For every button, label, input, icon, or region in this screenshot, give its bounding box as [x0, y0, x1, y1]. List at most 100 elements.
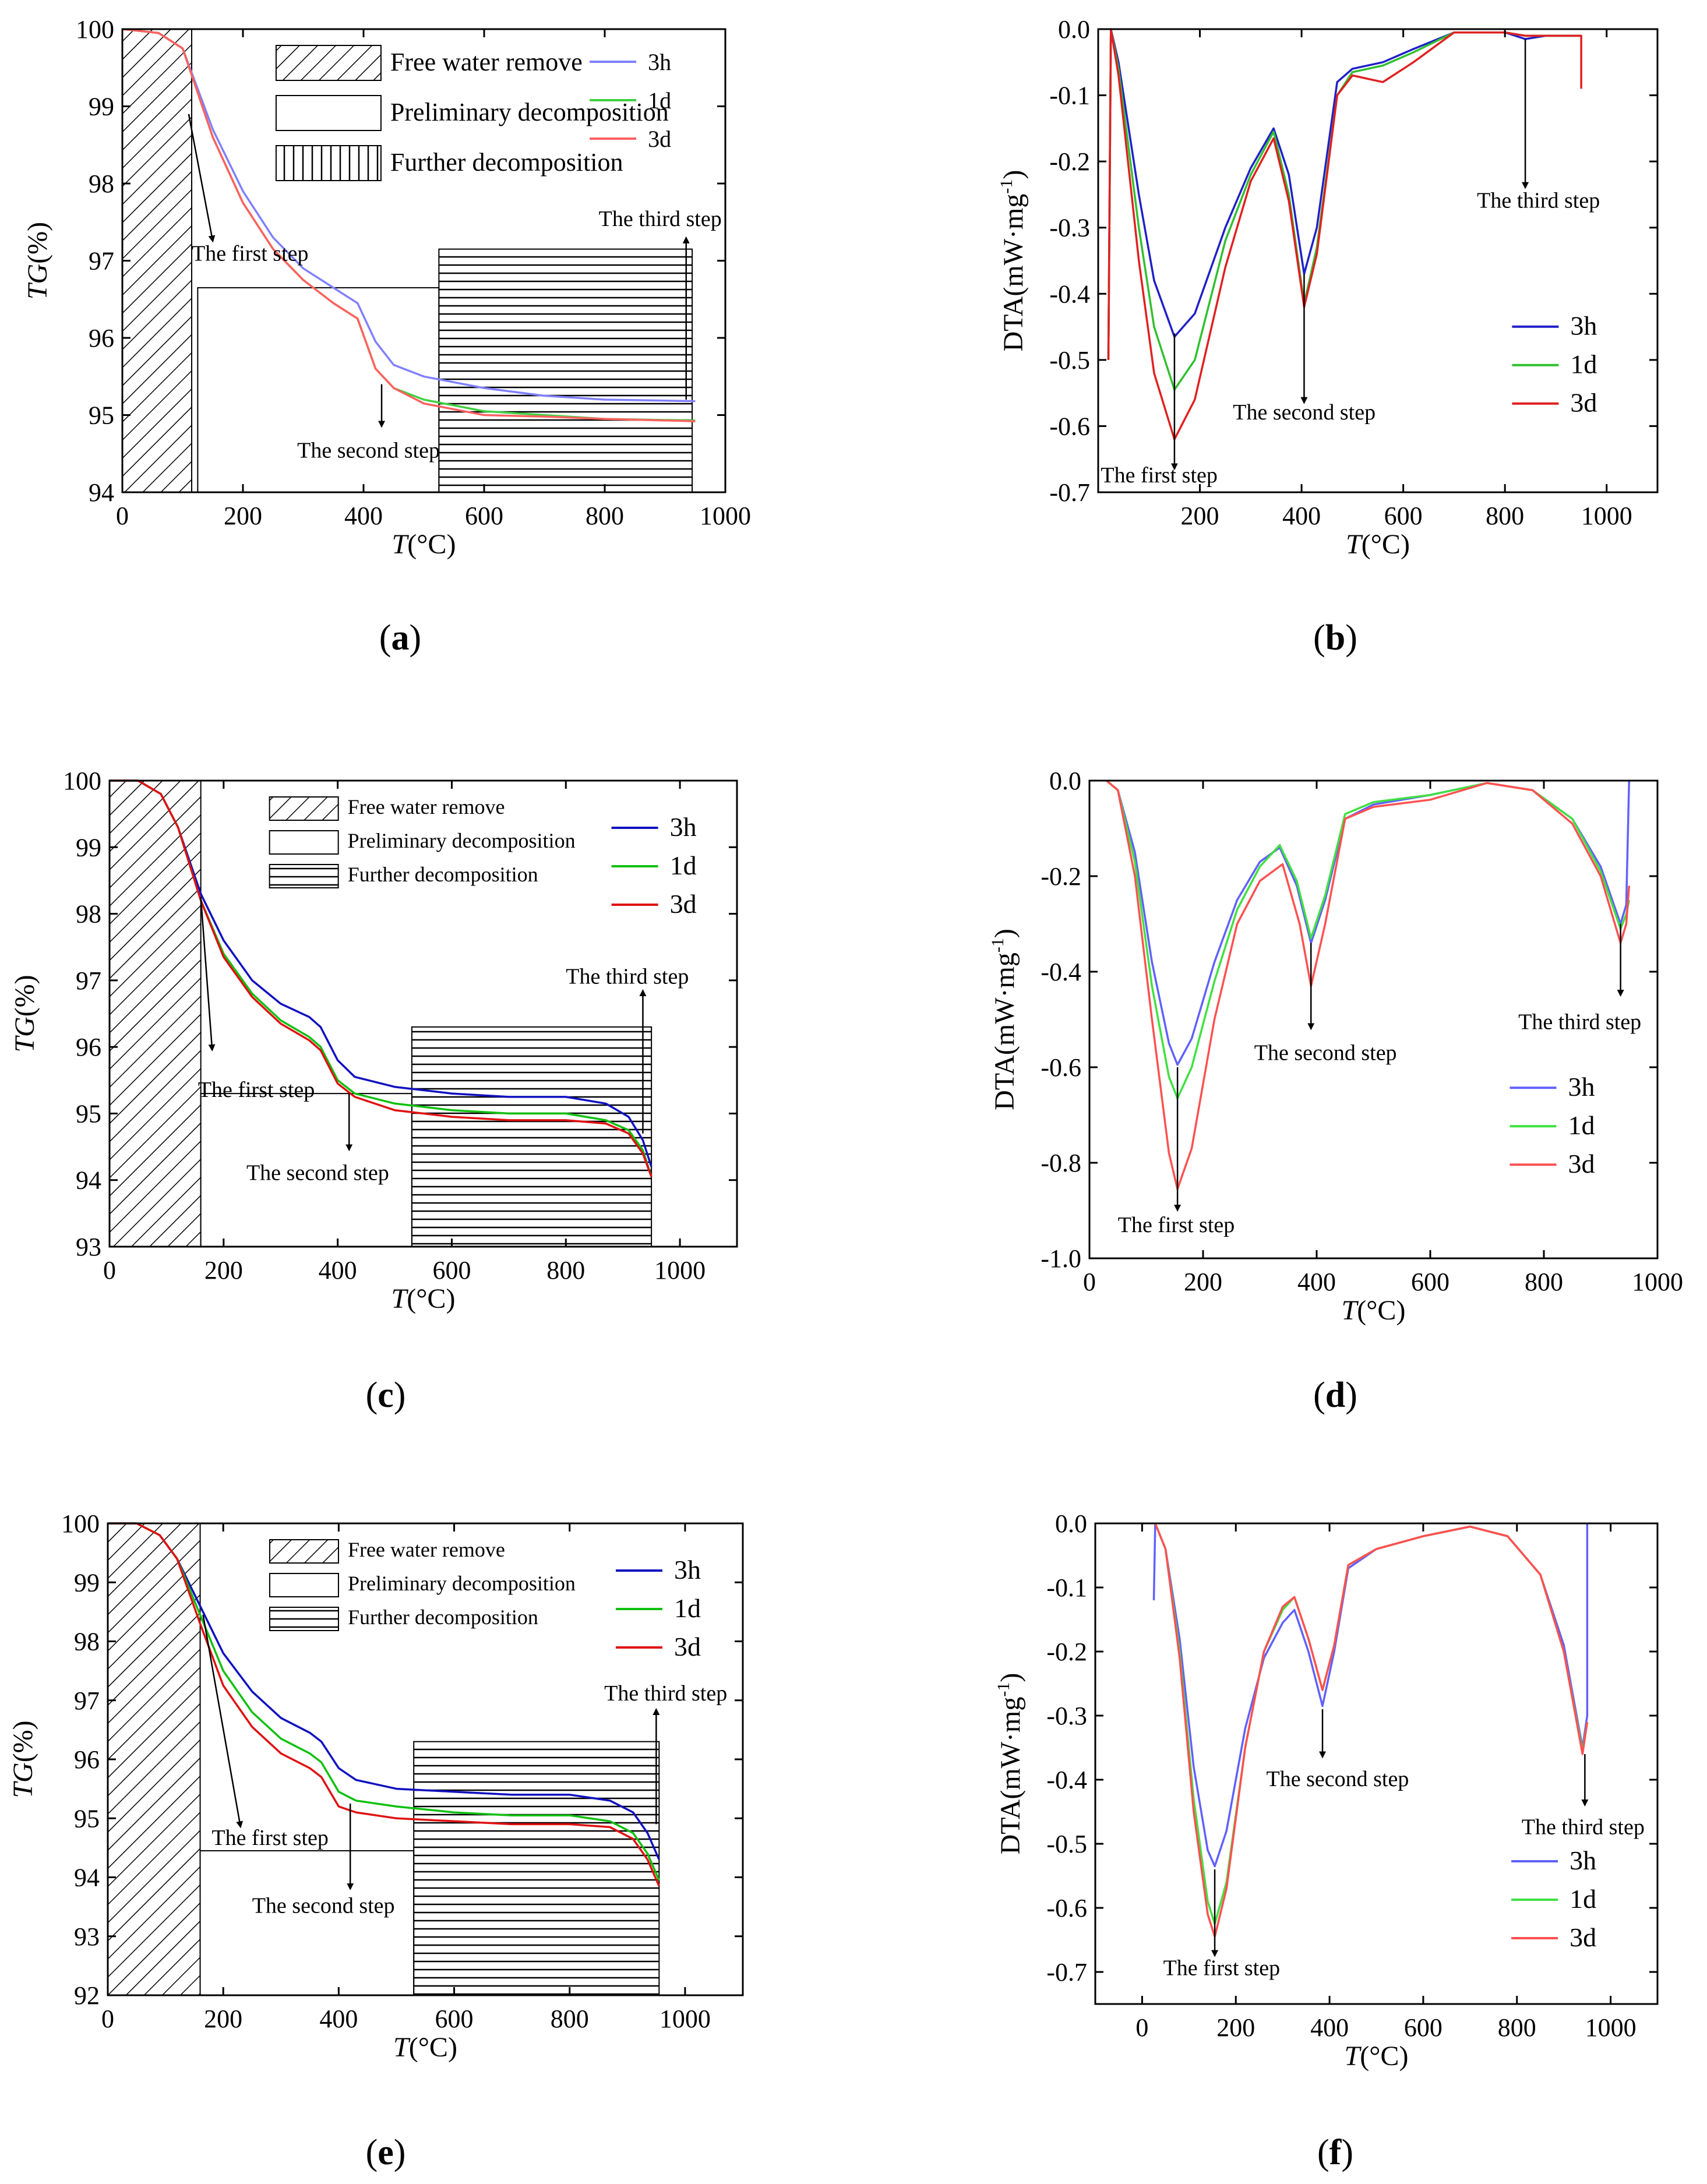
- y-tick-label: 99: [76, 833, 101, 862]
- annotation-label: The second step: [1267, 1767, 1409, 1791]
- y-axis-label: DTA(mW·mg-1): [988, 929, 1020, 1110]
- x-axis-label: T(°C): [393, 2032, 457, 2063]
- y-axis-label-base: DTA(mW·mg: [998, 194, 1029, 352]
- y-tick-label: -0.4: [1046, 1766, 1087, 1794]
- x-axis-label-unit: (°C): [1360, 2041, 1408, 2072]
- region-legend-swatch: [269, 1573, 339, 1597]
- x-axis-label: T(°C): [392, 1283, 456, 1314]
- x-tick-label: 800: [546, 1256, 585, 1285]
- region-legend-swatch: [275, 95, 382, 131]
- series-line-3d: [122, 28, 696, 422]
- y-tick-label: 94: [74, 1864, 100, 1892]
- chart-panel-a: The first step The second step The third s…: [22, 15, 751, 560]
- legend-label: 1d: [1570, 350, 1597, 379]
- plot-area: [1089, 781, 1657, 1258]
- x-tick-label: 1000: [659, 2005, 711, 2033]
- annotation-label: The first step: [192, 242, 309, 266]
- y-tick-label: 98: [76, 900, 101, 929]
- legend-label: 3d: [1570, 388, 1597, 418]
- annotation-label: The second step: [1233, 400, 1376, 425]
- chart-panel-c: The first step The second step The third s…: [9, 767, 738, 1314]
- panel-label-c: (c): [365, 1375, 406, 1415]
- legend-label: 3h: [1570, 1846, 1596, 1875]
- x-tick-label: 200: [204, 1256, 243, 1285]
- region-diag-0: [122, 29, 193, 493]
- x-tick-label: 600: [1404, 2013, 1443, 2042]
- panel-label-d: (d): [1313, 1375, 1357, 1415]
- y-tick-label: 95: [89, 401, 114, 430]
- y-axis-label-unit: (%): [8, 1720, 38, 1762]
- y-tick-label: -0.1: [1049, 82, 1090, 110]
- annotation-label: The first step: [1163, 1956, 1281, 1981]
- x-tick-label: 0: [101, 2005, 114, 2033]
- x-tick-label: 600: [432, 1256, 471, 1285]
- y-axis-label-superscript: -1: [988, 938, 1007, 952]
- region-legend-swatch: [269, 830, 339, 855]
- y-tick-label: 97: [76, 966, 101, 995]
- y-tick-label: 96: [89, 324, 114, 352]
- region-legend-label: Preliminary decomposition: [390, 98, 669, 126]
- panel-label-a: (a): [379, 618, 422, 658]
- y-tick-label: -0.7: [1049, 478, 1090, 507]
- x-tick-label: 1000: [1632, 1268, 1683, 1296]
- y-tick-label: 100: [63, 767, 101, 795]
- y-axis-label-base: DTA(mW·mg: [989, 952, 1020, 1110]
- legend-label: 1d: [670, 851, 697, 880]
- x-axis-label-symbol: T: [1346, 529, 1363, 560]
- y-tick-label: -0.6: [1046, 1894, 1087, 1922]
- legend-label: 1d: [648, 87, 671, 114]
- x-axis-label: T(°C): [1342, 1295, 1406, 1326]
- region-legend-label: Further decomposition: [348, 863, 538, 886]
- x-axis-label: T(°C): [1345, 2041, 1409, 2072]
- chart-panel-d: The first step The second step The third s…: [988, 767, 1683, 1326]
- x-tick-label: 600: [465, 502, 503, 530]
- y-tick-label: -0.1: [1046, 1573, 1087, 1602]
- y-axis-label-superscript: -1: [994, 1682, 1013, 1697]
- axes-frame: [1088, 779, 1659, 1259]
- legend-label: 1d: [1568, 1110, 1595, 1140]
- legend-label: 3d: [670, 889, 697, 919]
- x-tick-label: 1000: [700, 502, 751, 530]
- y-axis-label-superscript: -1: [997, 179, 1016, 194]
- x-axis-label-symbol: T: [392, 529, 410, 560]
- series-line-3d: [110, 779, 653, 1177]
- y-axis-label-symbol: TG: [9, 1017, 40, 1052]
- annotation-label: The third step: [599, 207, 722, 231]
- region-legend-label: Free water remove: [390, 48, 583, 76]
- y-tick-label: -0.4: [1049, 280, 1090, 308]
- y-tick-label: 92: [74, 1981, 100, 2010]
- y-tick-label: 94: [89, 478, 114, 507]
- series-line-3h: [122, 28, 696, 403]
- region-diag-0: [109, 780, 202, 1247]
- y-axis-label-unit: (%): [22, 222, 53, 264]
- y-tick-label: -0.6: [1041, 1053, 1081, 1082]
- y-tick-label: 95: [74, 1804, 100, 1833]
- y-tick-label: 96: [76, 1033, 101, 1061]
- x-tick-label: 400: [319, 2005, 358, 2033]
- y-tick-label: -0.5: [1046, 1830, 1087, 1858]
- y-tick-label: 97: [89, 247, 114, 276]
- y-tick-label: 0.0: [1049, 767, 1081, 795]
- annotation-label: The third step: [1522, 1815, 1645, 1840]
- series-line-3d: [1106, 779, 1631, 1190]
- annotation-label: The second step: [246, 1161, 389, 1186]
- y-axis-label-close: ): [989, 929, 1020, 938]
- region-legend-swatch: [269, 796, 339, 821]
- x-tick-label: 200: [1184, 1268, 1222, 1296]
- x-tick-label: 400: [1297, 1268, 1336, 1296]
- x-axis-label-unit: (°C): [1357, 1295, 1405, 1326]
- y-axis-label-base: DTA(mW·mg: [995, 1697, 1026, 1855]
- region-legend-swatch: [269, 1539, 339, 1564]
- panel-label-b: (b): [1313, 618, 1357, 658]
- legend-label: 1d: [1570, 1884, 1596, 1914]
- x-tick-label: 400: [319, 1256, 357, 1285]
- x-tick-label: 400: [344, 502, 383, 530]
- series-line-3d: [108, 1522, 660, 1887]
- x-axis-label-symbol: T: [1342, 1295, 1359, 1326]
- annotation-label: The third step: [604, 1681, 727, 1706]
- legend-label: 1d: [674, 1593, 701, 1623]
- y-tick-label: -0.2: [1041, 862, 1081, 891]
- region-none-1: [200, 1093, 412, 1247]
- region-legend-swatch: [275, 145, 382, 181]
